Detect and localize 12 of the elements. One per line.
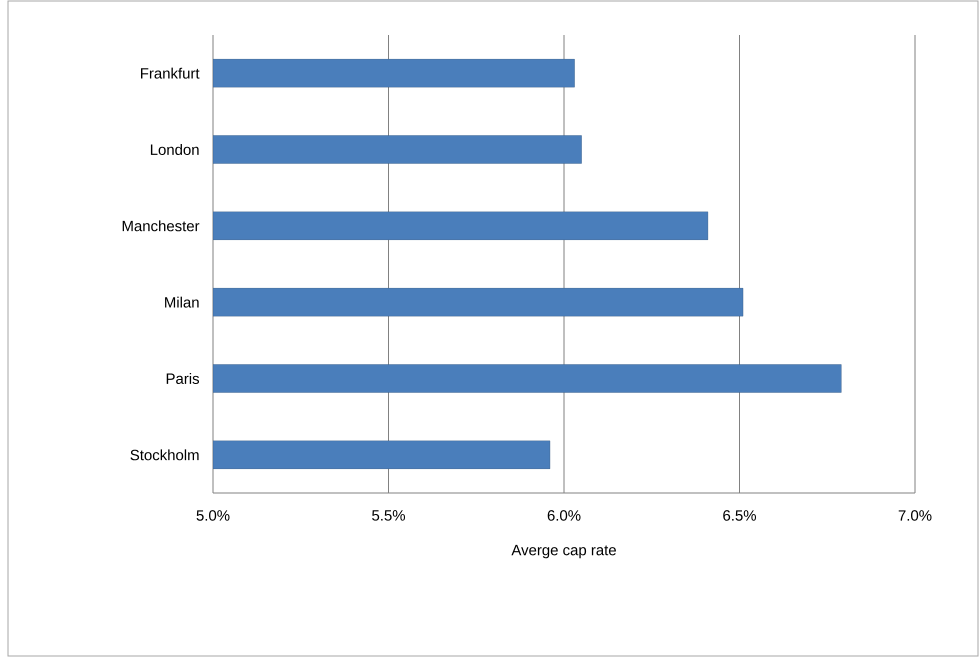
- x-tick-label: 6.0%: [548, 510, 580, 521]
- y-tick-label: Frankfurt: [141, 68, 200, 79]
- x-tick-label: 7.0%: [898, 510, 932, 521]
- x-tick-label: 6.5%: [723, 510, 756, 521]
- y-tick-label: London: [150, 144, 199, 155]
- y-tick-label: Stockholm: [130, 449, 199, 460]
- y-tick-label: Milan: [165, 296, 199, 308]
- x-tick-label: 5.5%: [372, 510, 405, 521]
- y-tick-label: Paris: [166, 373, 200, 384]
- y-tick-label: Manchester: [122, 220, 200, 232]
- x-tick-label: 5.0%: [196, 510, 230, 521]
- x-axis-title: Averge cap rate: [511, 544, 616, 558]
